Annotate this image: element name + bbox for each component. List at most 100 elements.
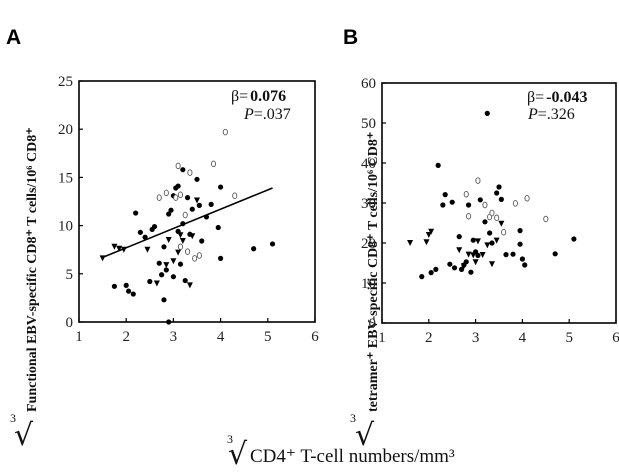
panel-a-point-filled-circle <box>123 282 129 288</box>
panel-b-points <box>407 110 577 280</box>
panel-b-point-filled-circle <box>503 252 509 258</box>
xlabel-root-index: 3 <box>227 432 233 446</box>
panel-b-point-filled-circle <box>447 261 453 267</box>
panel-a-point-filled-circle <box>251 246 257 252</box>
panel-a-xtick-label: 2 <box>122 329 130 345</box>
panel-a-plot-frame <box>78 80 316 323</box>
panel-b-point-open-circle <box>512 200 518 207</box>
panel-a-letter: A <box>6 26 21 49</box>
panel-a-ytick-label: 10 <box>58 219 73 235</box>
svg-text:β=0.076: β= 0.076 <box>231 88 286 105</box>
panel-a-point-open-circle <box>187 169 193 176</box>
panel-b-ylabel: tetramer⁺ EBV-specific CD8⁺ T cells/10⁶ … <box>366 132 381 412</box>
panel-b-point-filled-circle <box>489 240 495 246</box>
panel-b-ytick-label: 0 <box>369 316 377 332</box>
panel-b-point-triangle <box>428 228 435 235</box>
panel-b-ytick-label: 30 <box>361 196 376 212</box>
panel-a-point-filled-circle <box>163 267 169 273</box>
panel-a-point-filled-circle <box>194 176 200 182</box>
panel-a-p-prefix: P <box>243 106 254 123</box>
panel-a-stats: β= 0.076 P=.037 <box>231 88 291 123</box>
panel-a-point-triangle <box>144 246 151 253</box>
panel-b-point-filled-circle <box>449 199 455 205</box>
panel-b-ytick-label: 60 <box>361 76 376 92</box>
panel-b-point-triangle <box>425 232 432 238</box>
panel-b-point-triangle <box>493 237 500 244</box>
panel-b-point-open-circle <box>494 214 500 222</box>
panel-b-point-filled-circle <box>517 241 523 247</box>
panel-a-point-filled-circle <box>151 223 158 230</box>
panel-b-ticks: 0 10 20 30 40 50 60 1 2 3 4 5 6 <box>361 76 619 346</box>
panel-a-beta-prefix: β= <box>231 88 248 105</box>
panel-b-xtick-label: 1 <box>378 330 386 346</box>
panel-b-point-filled-circle <box>433 266 439 272</box>
panel-a-point-triangle <box>179 238 186 245</box>
panel-a-point-filled-circle <box>142 234 148 240</box>
panel-a-point-open-circle <box>177 191 184 199</box>
panel-b-point-triangle <box>498 220 505 227</box>
panel-a-ticks: 0 5 10 15 20 25 1 2 3 4 5 6 <box>58 74 319 345</box>
panel-b-point-filled-circle <box>468 269 474 275</box>
panel-a-root-index: 3 <box>10 411 16 425</box>
panel-a-ytick-label: 25 <box>58 74 73 90</box>
panel-b-point-open-circle <box>475 177 481 184</box>
panel-a-point-filled-circle <box>196 202 202 208</box>
panel-a-points <box>99 128 276 325</box>
panel-a-beta: 0.076 <box>250 88 286 105</box>
panel-b-point-triangle <box>423 239 430 246</box>
panel-a-point-filled-circle <box>166 211 172 217</box>
panel-a-point-open-circle <box>163 189 169 197</box>
panel-a-point-filled-circle <box>137 229 143 235</box>
svg-text:P=.326: P=.326 <box>527 106 575 123</box>
panel-b-point-filled-circle <box>451 265 458 271</box>
panel-b-point-filled-circle <box>419 274 425 280</box>
panel-b-ytick-label: 40 <box>361 156 376 172</box>
panel-a-point-open-circle <box>196 252 202 259</box>
panel-a-point-filled-circle <box>175 183 181 189</box>
panel-b-point-triangle <box>472 259 479 266</box>
panel-a-point-filled-circle <box>156 260 162 266</box>
panel-a-point-triangle <box>170 258 177 265</box>
panel-a-point-filled-circle <box>161 297 167 303</box>
panel-a-point-filled-circle <box>161 244 167 250</box>
panel-a-xtick-label: 6 <box>311 329 319 345</box>
panel-a-ylabel-group: √ 3 Functional EBV-specific CD8⁺ T cells… <box>10 127 40 453</box>
panel-a-point-triangle <box>165 237 172 244</box>
panel-b-point-filled-circle <box>484 110 490 116</box>
panel-a-point-filled-circle <box>215 224 221 231</box>
panel-a-point-triangle <box>175 249 182 256</box>
panel-b-point-triangle <box>470 252 477 259</box>
panel-b-point-triangle <box>488 261 495 268</box>
panel-a-point-filled-circle <box>170 274 176 280</box>
panel-b-point-filled-circle <box>475 252 481 258</box>
panel-b-point-filled-circle <box>522 262 528 268</box>
panel-a-point-filled-circle <box>218 184 224 190</box>
panel-b-point-open-circle <box>524 194 530 202</box>
panel-b-point-filled-circle <box>477 197 483 203</box>
panel-a-point-open-circle <box>182 211 188 219</box>
panel-b-point-filled-circle <box>487 230 493 236</box>
svg-text:β=-0.043: β= -0.043 <box>527 89 588 106</box>
panel-b-point-filled-circle <box>435 162 441 168</box>
panel-a: A √ 3 Functional EBV-specific CD8⁺ T cel… <box>6 26 319 453</box>
panel-b-xtick-label: 3 <box>472 330 480 346</box>
panel-b-root-index: 3 <box>350 411 356 425</box>
panel-b-point-filled-circle <box>482 219 488 225</box>
panel-b-beta-prefix: β= <box>527 89 544 106</box>
panel-b-point-filled-circle <box>571 236 577 242</box>
panel-a-point-open-circle <box>173 194 179 201</box>
panel-b-point-filled-circle <box>519 256 526 262</box>
panel-b-point-triangle <box>460 263 467 270</box>
panel-a-point-open-circle <box>232 192 238 199</box>
panel-b-p: =.326 <box>538 106 575 123</box>
panel-b-xtick-label: 5 <box>565 330 573 346</box>
panel-a-point-filled-circle <box>147 278 153 285</box>
panel-b-root-sign: √ <box>355 418 375 453</box>
panel-a-point-filled-circle <box>180 167 186 173</box>
panel-a-point-filled-circle <box>208 201 214 207</box>
panel-b: B √ 3 tetramer⁺ EBV-specific CD8⁺ T cell… <box>343 26 619 453</box>
panel-b-point-filled-circle <box>510 251 516 257</box>
panel-a-point-filled-circle <box>159 272 165 278</box>
panel-a-point-triangle <box>116 245 123 252</box>
